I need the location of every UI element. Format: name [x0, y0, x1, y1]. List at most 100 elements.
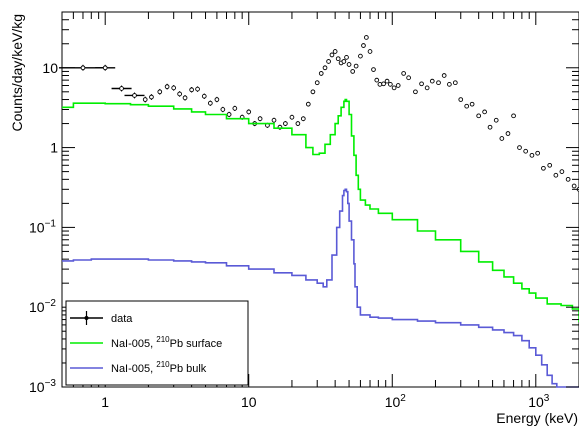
y-axis-title: Counts/day/keV/kg: [9, 14, 25, 132]
data-point: [547, 162, 553, 168]
data-point: [358, 53, 363, 59]
data-point: [571, 183, 577, 189]
data-point: [300, 116, 306, 122]
legend-item-0: data: [70, 311, 133, 325]
axis-ticks: [61, 11, 579, 388]
data-point: [406, 75, 411, 81]
data-point: [424, 85, 430, 91]
series-pb-bulk-line: [62, 188, 579, 388]
data-point: [436, 80, 441, 86]
data-point: [149, 94, 154, 100]
data-point: [246, 109, 252, 115]
data-point: [529, 152, 535, 158]
data-point: [452, 80, 458, 86]
data-point: [332, 49, 338, 54]
data-point: [164, 84, 170, 90]
series-pb-surface-line: [62, 98, 579, 323]
data-point: [401, 71, 406, 76]
series-pb-surface: [62, 98, 579, 323]
data-point: [102, 65, 108, 71]
data-point: [499, 136, 505, 141]
data-point: [346, 62, 352, 67]
data-point: [195, 86, 200, 92]
data-point: [476, 113, 482, 119]
data-point: [381, 81, 386, 87]
data-point: [322, 65, 328, 71]
data-point: [283, 121, 288, 126]
data-point: [329, 52, 335, 58]
data-point: [326, 59, 331, 64]
x-axis-title: Energy (keV): [496, 410, 578, 426]
data-point: [511, 113, 516, 119]
data-point: [177, 91, 182, 97]
data-point: [271, 117, 277, 123]
y-tick-label: 10: [42, 60, 58, 76]
data-point: [80, 65, 86, 71]
series-pb-bulk: [62, 188, 579, 388]
data-point: [458, 97, 464, 102]
data-point: [371, 67, 376, 72]
data-point: [318, 71, 324, 76]
data-point: [341, 59, 347, 64]
data-point: [350, 69, 356, 74]
data-point: [447, 81, 452, 87]
legend: data NaI-005, 210Pb surface NaI-005, 210Pb…: [65, 300, 249, 386]
data-point: [226, 112, 232, 117]
plot-frame: [61, 11, 579, 388]
data-point: [559, 169, 565, 174]
data-point: [374, 77, 380, 83]
legend-label: NaI-005, 210Pb surface: [111, 335, 222, 350]
x-tick-label: 1: [101, 394, 109, 410]
data-point: [132, 93, 137, 98]
data-point: [553, 172, 559, 178]
data-point: [364, 35, 369, 40]
data-point: [232, 106, 238, 111]
data-point: [314, 80, 320, 86]
data-point: [565, 176, 571, 182]
series-data: [58, 35, 579, 192]
data-point: [388, 81, 393, 87]
data-point: [257, 116, 263, 122]
y-tick-label: 10−1: [29, 218, 56, 235]
data-point: [214, 97, 220, 102]
data-point: [469, 101, 475, 107]
data-point: [487, 124, 493, 130]
data-point: [157, 89, 163, 95]
data-point: [344, 55, 349, 60]
data-point: [295, 121, 301, 126]
data-point: [119, 86, 124, 91]
data-point: [482, 109, 487, 115]
data-point: [201, 93, 207, 99]
data-point: [361, 43, 366, 48]
data-point: [493, 117, 499, 123]
data-point: [335, 56, 341, 62]
x-tick-label: 10: [241, 394, 257, 410]
data-point: [441, 73, 447, 78]
y-tick-label: 10−3: [29, 378, 56, 395]
y-tick-label: 1: [50, 140, 58, 156]
plot-curves: [58, 35, 579, 388]
data-point: [523, 148, 529, 154]
data-point: [535, 150, 540, 156]
data-point: [377, 81, 383, 87]
data-point: [429, 78, 435, 84]
data-point: [395, 83, 401, 88]
data-point: [464, 103, 470, 109]
data-point: [220, 107, 226, 112]
data-point: [517, 145, 522, 150]
y-tick-label: 10−2: [29, 298, 56, 315]
data-point: [541, 165, 546, 171]
data-point: [505, 131, 511, 136]
data-point: [289, 114, 295, 120]
legend-item-1: NaI-005, 210Pb surface: [70, 335, 222, 350]
data-point: [353, 63, 359, 69]
legend-item-2: NaI-005, 210Pb bulk: [70, 360, 207, 375]
data-point: [413, 89, 418, 95]
legend-label: NaI-005, 210Pb bulk: [111, 360, 207, 375]
legend-label: data: [111, 313, 133, 325]
data-point: [189, 87, 194, 93]
x-tick-label: 103: [528, 393, 550, 410]
data-point: [305, 101, 311, 107]
data-point: [207, 100, 213, 106]
